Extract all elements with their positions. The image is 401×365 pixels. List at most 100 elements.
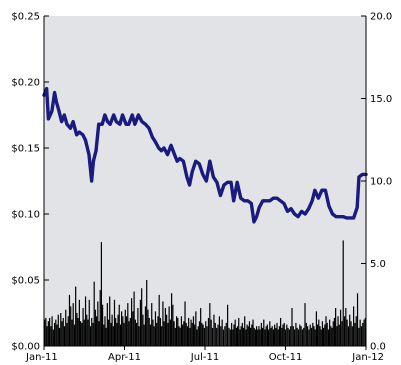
volume-bar <box>260 322 262 346</box>
volume-bar <box>207 317 210 346</box>
volume-bar <box>103 324 105 346</box>
volume-bar <box>96 316 98 346</box>
volume-bar <box>294 329 296 346</box>
volume-bar <box>291 308 293 346</box>
volume-bar <box>62 317 64 346</box>
volume-bar <box>253 327 255 346</box>
volume-bar <box>159 317 162 346</box>
volume-bar <box>71 319 73 346</box>
volume-bar <box>350 321 352 346</box>
volume-bar <box>343 316 346 346</box>
volume-bar <box>330 326 332 346</box>
volume-bar <box>106 303 108 346</box>
volume-bar <box>319 326 321 346</box>
volume-bar <box>104 316 106 346</box>
price-line <box>42 86 368 224</box>
volume-bar <box>184 301 186 346</box>
volume-bar <box>238 317 240 346</box>
volume-bar <box>252 319 254 346</box>
right-tick-label: 20.0 <box>370 12 392 23</box>
volume-bar <box>341 321 343 346</box>
right-tick-label: 5.0 <box>370 259 386 270</box>
volume-bar <box>271 326 273 346</box>
volume-bar <box>149 324 152 346</box>
volume-bar <box>84 296 87 346</box>
volume-bar <box>80 321 82 346</box>
volume-bar <box>111 314 113 346</box>
volume-bar <box>338 324 340 346</box>
volume-bar <box>355 316 357 346</box>
volume-bar <box>182 324 184 346</box>
volume-bar <box>83 319 85 346</box>
volume-bar <box>299 324 301 346</box>
volume-bar <box>201 322 203 346</box>
volume-bar <box>190 319 192 346</box>
volume-bar <box>116 322 118 346</box>
volume-bar <box>234 319 236 346</box>
volume-bar <box>245 329 247 346</box>
volume-bar <box>147 309 149 346</box>
volume-bar <box>290 326 292 346</box>
volume-bar <box>65 309 67 346</box>
volume-bar <box>171 293 173 346</box>
volume-bar <box>125 316 128 346</box>
volume-bar <box>161 326 163 346</box>
volume-bar <box>265 326 267 346</box>
left-tick-label: $0.10 <box>11 210 40 221</box>
volume-bar <box>323 327 325 346</box>
volume-bar <box>128 321 130 346</box>
volume-bar <box>164 308 166 346</box>
volume-bar <box>216 327 218 346</box>
axes <box>43 15 367 350</box>
x-tick-label: Jan-12 <box>351 352 384 363</box>
volume-bar <box>121 311 123 346</box>
volume-bar <box>143 324 145 346</box>
volume-bar <box>156 322 158 346</box>
volume-bar <box>305 322 307 346</box>
volume-bar <box>221 319 223 346</box>
volume-bar <box>304 303 306 346</box>
volume-bar <box>44 319 46 346</box>
left-tick-label: $0.00 <box>11 342 40 353</box>
x-tick-label: Jan-11 <box>25 352 58 363</box>
volume-bar <box>124 309 126 346</box>
volume-bar <box>296 327 298 346</box>
volume-bar <box>263 319 265 346</box>
volume-bar <box>110 322 112 346</box>
volume-bar <box>312 322 314 346</box>
volume-bar <box>180 316 183 346</box>
volume-bar <box>320 329 322 346</box>
right-tick-label: 10.0 <box>370 177 392 188</box>
volume-bar <box>337 316 339 346</box>
volume-bar <box>98 321 100 346</box>
volume-bar <box>231 322 233 346</box>
volume-bar <box>148 317 150 346</box>
volume-bar <box>345 308 347 346</box>
volume-bar <box>258 326 260 346</box>
x-tick-label: Jul-11 <box>190 352 219 363</box>
volume-bar <box>105 327 107 346</box>
volume-bar <box>282 324 284 346</box>
volume-bar <box>308 329 310 346</box>
volume-bar <box>358 327 360 346</box>
volume-bar <box>217 324 219 346</box>
volume-bar <box>185 322 187 346</box>
left-tick-label: $0.05 <box>11 276 40 287</box>
volume-bar <box>269 321 271 346</box>
volume-bar <box>146 280 148 346</box>
volume-bar <box>250 327 252 346</box>
volume-bar <box>227 304 229 346</box>
tick-labels: $0.00 $0.05 $0.10 $0.15 $0.20 $0.25 0.0 5.0 10.0… <box>11 12 392 364</box>
volume-bar <box>91 317 93 346</box>
volume-bar <box>72 303 74 346</box>
volume-bar <box>162 301 164 346</box>
volume-bar <box>118 304 120 346</box>
volume-bar <box>132 311 134 346</box>
volume-bar <box>66 322 68 346</box>
volume-bar <box>218 316 220 346</box>
volume-bar <box>288 329 290 346</box>
volume-bar <box>326 322 328 346</box>
price-line-group <box>42 86 368 224</box>
